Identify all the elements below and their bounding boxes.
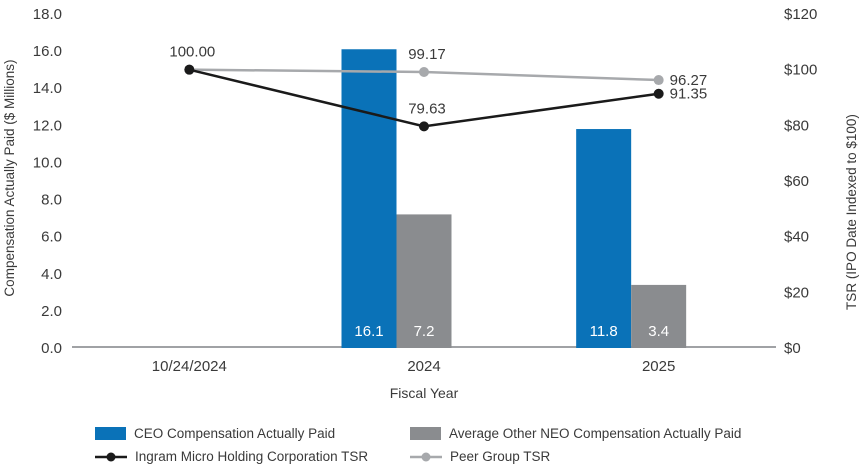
x-axis-category-label: 2025: [642, 358, 675, 375]
right-axis-tick-label: $80: [784, 117, 809, 134]
left-axis-tick-label: 2.0: [41, 303, 62, 320]
bar-value-label: 7.2: [414, 323, 435, 340]
peer-group-tsr-marker: [419, 66, 429, 77]
right-axis-title: TSR (IPO Date Indexed to $100): [844, 114, 859, 310]
peer-group-tsr-marker: [653, 75, 664, 86]
left-axis-tick-label: 16.0: [33, 43, 62, 60]
ingram-micro-holding-corporation-tsr-marker: [419, 121, 429, 132]
ceo-compensation-actually-paid-bar-2024: [341, 49, 397, 348]
left-axis-tick-label: 10.0: [33, 154, 62, 171]
right-axis-tick-label: $60: [784, 173, 809, 190]
ceo-compensation-actually-paid-bar-2025: [576, 129, 632, 348]
bar-value-label: 3.4: [648, 323, 669, 340]
x-axis-category-label: 10/24/2024: [152, 358, 227, 375]
average-other-neo-compensation-actually-paid-bar-2024: [396, 214, 452, 348]
x-axis-category-label: 2024: [407, 358, 440, 375]
right-axis-tick-label: $20: [784, 284, 809, 301]
average-other-neo-compensation-actually-paid-bar-2025: [631, 284, 687, 348]
left-axis-title: Compensation Actually Paid ($ Millions): [2, 59, 17, 297]
ingram-micro-holding-corporation-tsr-marker: [184, 64, 195, 75]
right-axis-tick-label: $0: [784, 340, 801, 357]
left-axis-tick-label: 8.0: [41, 192, 62, 209]
left-axis-tick-label: 14.0: [33, 80, 62, 97]
ingram-micro-holding-corporation-tsr-marker: [653, 88, 664, 99]
point-data-label: 79.63: [408, 100, 446, 117]
x-axis-title: Fiscal Year: [389, 385, 459, 401]
bar-value-label: 16.1: [354, 323, 383, 340]
bar-value-label: 11.8: [590, 323, 618, 340]
point-data-label: 100.00: [169, 44, 215, 61]
right-axis-tick-label: $120: [784, 6, 817, 23]
right-axis-tick-label: $100: [784, 62, 817, 79]
point-data-label: 91.35: [670, 86, 708, 103]
point-data-label: 96.27: [670, 72, 708, 89]
left-axis-tick-label: 12.0: [33, 117, 62, 134]
point-data-label: 99.17: [408, 46, 446, 63]
left-axis-tick-label: 0.0: [41, 340, 62, 357]
right-axis-tick-label: $40: [784, 229, 809, 246]
left-axis-tick-label: 18.0: [33, 6, 62, 23]
left-axis-tick-label: 6.0: [41, 229, 62, 246]
left-axis-tick-label: 4.0: [41, 266, 62, 283]
